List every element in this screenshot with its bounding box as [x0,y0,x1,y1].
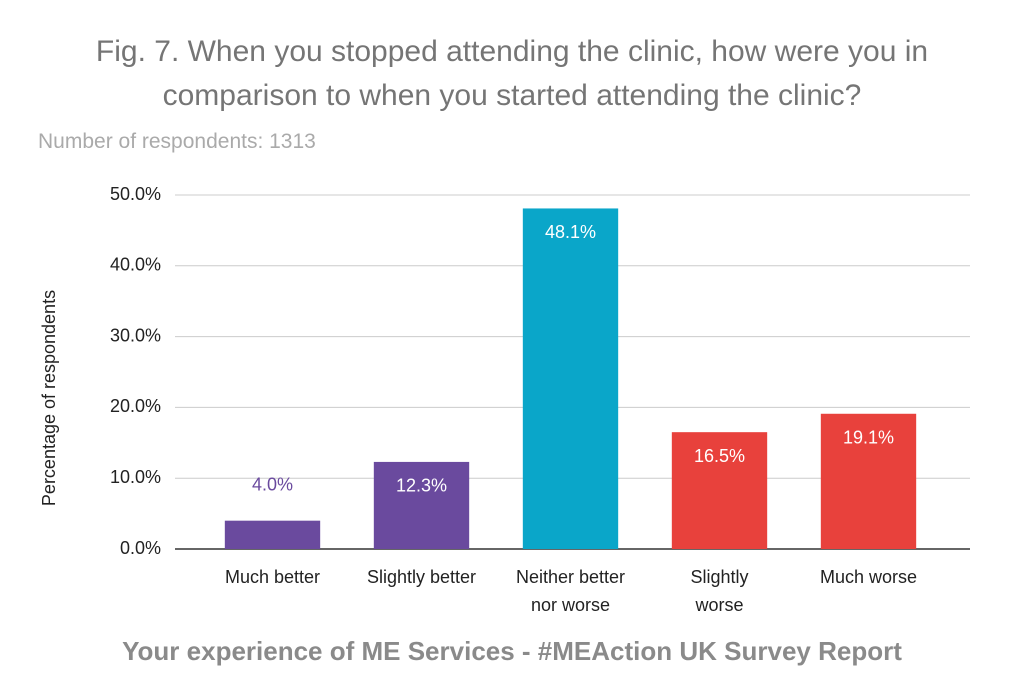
bar [224,520,321,549]
y-tick-label: 40.0% [110,255,161,275]
value-label: 19.1% [843,428,894,448]
y-tick-label: 30.0% [110,325,161,345]
y-tick-label: 10.0% [110,467,161,487]
value-label: 4.0% [252,474,293,494]
y-tick-label: 0.0% [120,538,161,558]
x-tick-label: Slightly better [366,567,477,587]
x-tick-label: Much better [224,567,321,587]
bar [671,432,768,549]
y-tick-label: 20.0% [110,396,161,416]
x-tick-label: Much worse [819,567,918,587]
value-label: 48.1% [545,222,596,242]
chart-title: Fig. 7. When you stopped attending the c… [95,35,929,112]
y-axis-title: Percentage of respondents [39,290,59,506]
bar [373,461,470,549]
chart-subtitle: Number of respondents: 1313 [38,130,316,153]
value-label: 12.3% [396,476,447,496]
value-label: 16.5% [694,446,745,466]
y-tick-label: 50.0% [110,184,161,204]
footer-caption: Your experience of ME Services - #MEActi… [122,636,902,666]
x-tick-label: Neither better nor worse [515,567,626,615]
bar [522,208,619,549]
bar [820,413,917,549]
x-tick-label: Slightly worse [690,567,749,615]
